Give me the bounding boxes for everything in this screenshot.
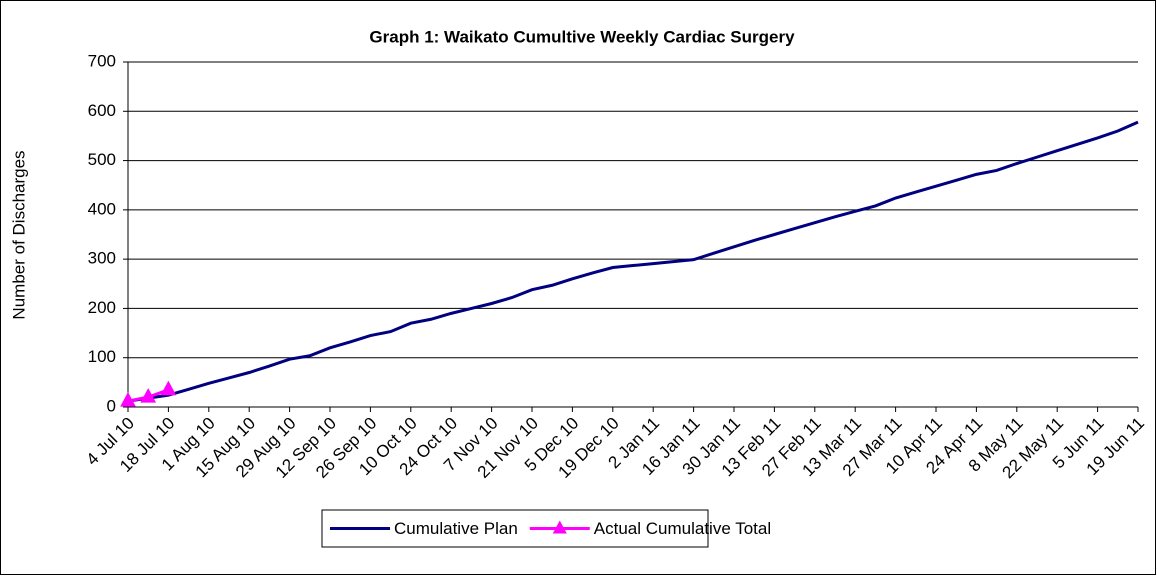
legend-label: Actual Cumulative Total bbox=[594, 519, 771, 538]
y-tick-label: 100 bbox=[88, 347, 116, 366]
legend-label: Cumulative Plan bbox=[394, 519, 518, 538]
y-axis-label: Number of Discharges bbox=[9, 150, 28, 319]
series-line bbox=[127, 120, 1139, 403]
legend-marker bbox=[552, 520, 567, 534]
point-marker bbox=[120, 392, 136, 407]
y-tick-label: 300 bbox=[88, 249, 116, 268]
y-tick-label: 0 bbox=[107, 396, 116, 415]
y-tick-label: 400 bbox=[88, 199, 116, 218]
chart-title: Graph 1: Waikato Cumultive Weekly Cardia… bbox=[369, 27, 795, 46]
y-tick-label: 200 bbox=[88, 298, 116, 317]
point-marker bbox=[160, 380, 177, 396]
point-marker bbox=[140, 388, 157, 403]
y-tick-label: 500 bbox=[88, 150, 116, 169]
y-tick-label: 700 bbox=[88, 51, 116, 70]
y-tick-label: 600 bbox=[88, 101, 116, 120]
